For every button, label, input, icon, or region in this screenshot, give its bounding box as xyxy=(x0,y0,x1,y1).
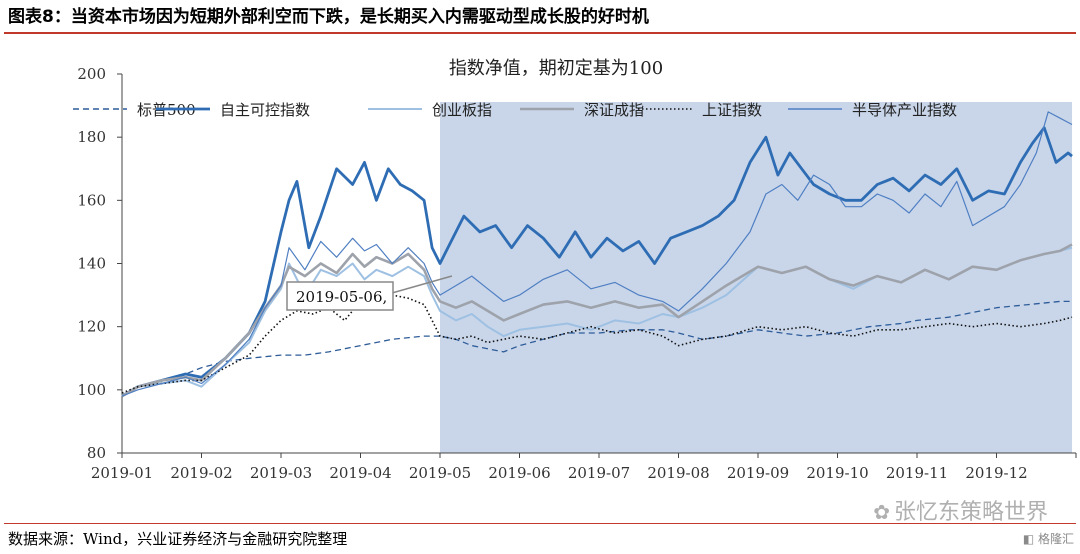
badge-icon: ◧ xyxy=(1022,532,1035,546)
legend-label-4: 深证成指 xyxy=(584,101,644,119)
figure-title: 图表8：当资本市场因为短期外部利空而下跌，是长期买入内需驱动型成长股的好时机 xyxy=(8,7,649,27)
y-tick-label: 180 xyxy=(77,128,106,146)
y-tick-label: 160 xyxy=(77,191,106,209)
x-tick-label: 2019-11 xyxy=(886,464,948,482)
x-tick-label: 2019-06 xyxy=(488,464,550,482)
legend-label-2: 自主可控指数 xyxy=(220,101,310,119)
series-line-2 xyxy=(121,126,1073,398)
legend-label-6: 半导体产业指数 xyxy=(852,101,957,119)
title-rule xyxy=(4,32,1076,34)
series-line-1 xyxy=(121,300,1072,397)
x-tick-label: 2019-01 xyxy=(91,464,153,482)
y-tick-label: 120 xyxy=(77,318,106,336)
x-tick-label: 2019-05 xyxy=(409,464,471,482)
callout-leader xyxy=(391,275,453,294)
watermark-text: 张忆东策略世界 xyxy=(893,500,1048,525)
y-tick-label: 200 xyxy=(77,65,106,83)
x-tick-label: 2019-09 xyxy=(727,464,789,482)
watermark: ✿ 张忆东策略世界 xyxy=(873,494,1048,526)
x-tick-label: 2019-07 xyxy=(568,464,630,482)
badge-text: 格隆汇 xyxy=(1037,532,1074,546)
badge: ◧ 格隆汇 xyxy=(1023,530,1074,547)
y-tick-label: 140 xyxy=(77,255,106,273)
source-rule xyxy=(4,523,1076,524)
x-tick-label: 2019-08 xyxy=(647,464,709,482)
x-tick-label: 2019-02 xyxy=(170,464,232,482)
series-line-6 xyxy=(121,111,1073,397)
shaded-region xyxy=(440,102,1073,453)
y-tick-label: 80 xyxy=(87,444,106,462)
x-tick-label: 2019-04 xyxy=(329,464,391,482)
x-tick-label: 2019-10 xyxy=(806,464,868,482)
legend-label-5: 上证指数 xyxy=(702,101,762,119)
series-line-4 xyxy=(121,243,1073,398)
chart-title: 指数净值，期初定基为100 xyxy=(449,58,663,79)
x-tick-label: 2019-12 xyxy=(965,464,1027,482)
callout-label: 2019-05-06, xyxy=(296,288,387,306)
data-source: 数据来源：Wind，兴业证券经济与金融研究院整理 xyxy=(8,530,348,548)
x-tick-label: 2019-03 xyxy=(250,464,312,482)
legend-label-3: 创业板指 xyxy=(432,101,492,119)
callout-box xyxy=(286,281,394,311)
y-tick-label: 100 xyxy=(77,381,106,399)
wechat-icon: ✿ xyxy=(873,500,890,524)
